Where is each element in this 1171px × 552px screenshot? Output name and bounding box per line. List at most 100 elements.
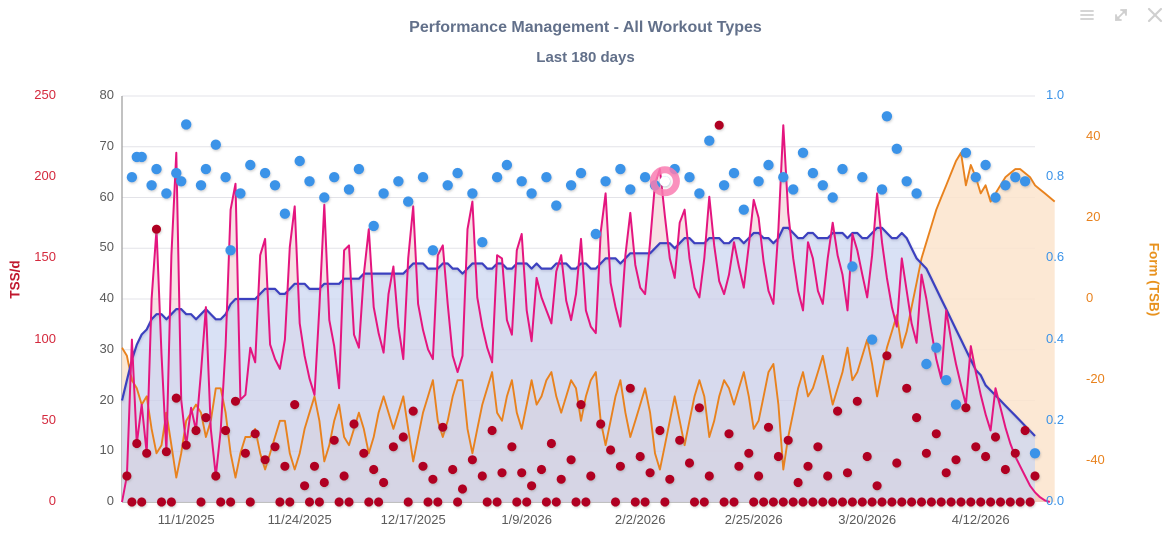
scatter-point[interactable] xyxy=(980,159,991,171)
tss-point[interactable] xyxy=(221,425,231,436)
tss-point[interactable] xyxy=(546,438,557,449)
tss-point[interactable] xyxy=(438,422,448,432)
atl-line[interactable] xyxy=(121,124,1051,503)
tss-point[interactable] xyxy=(388,442,398,452)
scatter-point[interactable] xyxy=(526,188,537,199)
tss-rest-day-point[interactable] xyxy=(719,497,729,507)
tss-point[interactable] xyxy=(527,481,537,491)
tss-rest-day-point[interactable] xyxy=(966,497,976,507)
tss-point[interactable] xyxy=(240,448,250,458)
tss-point[interactable] xyxy=(981,451,991,462)
tss-rest-day-point[interactable] xyxy=(512,497,522,507)
scatter-point[interactable] xyxy=(911,188,922,199)
tss-point[interactable] xyxy=(379,477,389,488)
tss-rest-day-point[interactable] xyxy=(423,497,433,507)
scatter-point[interactable] xyxy=(970,172,981,183)
scatter-point[interactable] xyxy=(565,180,577,191)
scatter-point[interactable] xyxy=(931,342,942,353)
tss-rest-day-point[interactable] xyxy=(936,497,946,507)
tss-rest-day-point[interactable] xyxy=(808,497,818,507)
scatter-point[interactable] xyxy=(763,159,774,171)
scatter-point[interactable] xyxy=(161,188,172,199)
menu-icon[interactable] xyxy=(1077,5,1097,25)
tss-point[interactable] xyxy=(309,461,320,471)
tss-point[interactable] xyxy=(675,435,685,445)
tss-point[interactable] xyxy=(961,403,971,413)
scatter-point[interactable] xyxy=(225,245,236,256)
tss-point[interactable] xyxy=(813,442,823,452)
tss-point[interactable] xyxy=(230,396,241,406)
tss-point[interactable] xyxy=(645,468,655,478)
scatter-point[interactable] xyxy=(491,172,503,183)
tss-point[interactable] xyxy=(892,458,902,468)
tss-point[interactable] xyxy=(734,461,744,471)
scatter-point[interactable] xyxy=(901,176,912,187)
tss-point[interactable] xyxy=(793,477,803,488)
tss-rest-day-point[interactable] xyxy=(314,497,324,507)
tss-point[interactable] xyxy=(428,474,438,484)
tss-point[interactable] xyxy=(151,224,162,234)
tss-point[interactable] xyxy=(132,438,142,449)
scatter-point[interactable] xyxy=(551,200,562,211)
tss-rest-day-point[interactable] xyxy=(798,497,808,507)
scatter-point[interactable] xyxy=(807,167,819,179)
tss-point[interactable] xyxy=(596,419,606,429)
tss-rest-day-point[interactable] xyxy=(749,497,759,507)
tss-point[interactable] xyxy=(625,383,635,393)
tss-point[interactable] xyxy=(477,471,487,481)
tss-rest-day-point[interactable] xyxy=(1025,497,1035,507)
scatter-daily-tss[interactable] xyxy=(122,120,1040,507)
scatter-point[interactable] xyxy=(960,147,972,158)
scatter-point[interactable] xyxy=(876,184,888,195)
tss-rest-day-point[interactable] xyxy=(729,497,739,507)
tss-point[interactable] xyxy=(290,400,300,410)
scatter-point[interactable] xyxy=(329,172,340,183)
tss-rest-day-point[interactable] xyxy=(857,497,867,507)
tss-rest-day-point[interactable] xyxy=(334,497,344,507)
tss-point[interactable] xyxy=(181,440,191,450)
tss-point[interactable] xyxy=(842,468,853,478)
tss-point[interactable] xyxy=(339,471,349,481)
tss-rest-day-point[interactable] xyxy=(226,497,236,507)
tss-rest-day-point[interactable] xyxy=(245,497,255,507)
scatter-point[interactable] xyxy=(590,228,601,240)
scatter-point[interactable] xyxy=(245,159,256,171)
scatter-point[interactable] xyxy=(181,119,192,130)
tss-rest-day-point[interactable] xyxy=(156,497,167,507)
tss-point[interactable] xyxy=(329,435,339,445)
scatter-point[interactable] xyxy=(817,180,828,191)
tss-point[interactable] xyxy=(862,451,872,462)
tss-rest-day-point[interactable] xyxy=(137,497,147,507)
tss-point[interactable] xyxy=(556,474,566,484)
scatter-point[interactable] xyxy=(279,208,291,219)
tss-point[interactable] xyxy=(714,120,724,130)
tss-rest-day-point[interactable] xyxy=(768,497,779,507)
tss-rest-day-point[interactable] xyxy=(926,497,937,507)
tss-point[interactable] xyxy=(744,448,754,458)
tss-point[interactable] xyxy=(260,455,270,465)
scatter-intensity-factor[interactable] xyxy=(126,111,1041,459)
tss-point[interactable] xyxy=(882,351,892,361)
close-icon[interactable] xyxy=(1145,5,1165,25)
tss-point[interactable] xyxy=(921,448,932,458)
tss-point[interactable] xyxy=(517,468,527,478)
scatter-point[interactable] xyxy=(417,172,429,183)
scatter-point[interactable] xyxy=(427,245,439,256)
tss-rest-day-point[interactable] xyxy=(916,497,927,507)
tss-point[interactable] xyxy=(931,429,941,439)
scatter-point[interactable] xyxy=(728,167,740,179)
tss-point[interactable] xyxy=(990,432,1001,442)
tss-point[interactable] xyxy=(359,448,369,458)
tss-rest-day-point[interactable] xyxy=(877,497,887,507)
tss-point[interactable] xyxy=(211,471,221,481)
tss-point[interactable] xyxy=(951,455,961,465)
scatter-point[interactable] xyxy=(797,147,809,158)
tss-rest-day-point[interactable] xyxy=(907,497,917,507)
tss-point[interactable] xyxy=(122,471,132,481)
tss-rest-day-point[interactable] xyxy=(482,497,492,507)
scatter-point[interactable] xyxy=(477,237,488,248)
scatter-point[interactable] xyxy=(516,176,527,187)
scatter-point[interactable] xyxy=(452,167,463,179)
scatter-point[interactable] xyxy=(1019,176,1031,187)
